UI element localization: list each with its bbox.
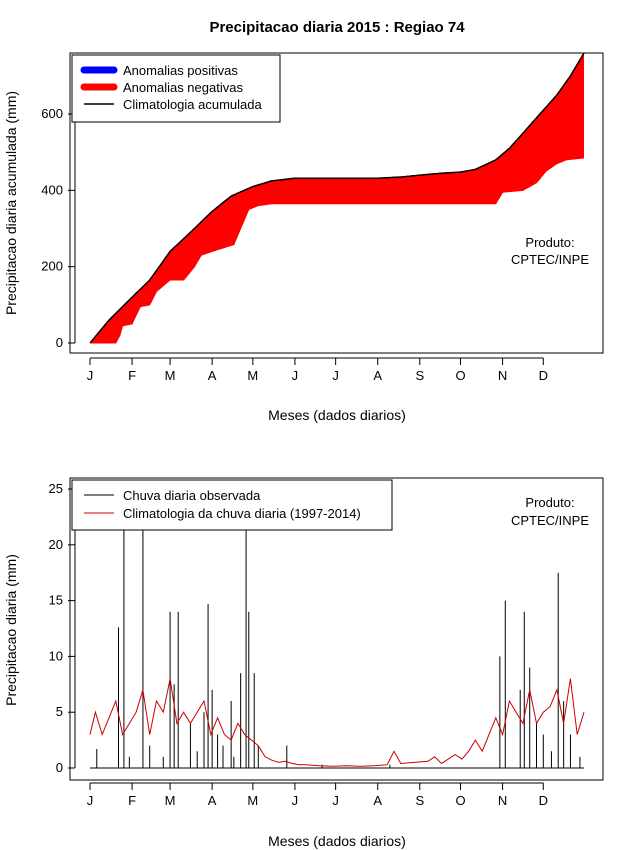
daily-x-tick-label: M xyxy=(247,793,258,808)
daily-x-tick-label: A xyxy=(373,793,382,808)
cumulative-x-tick-label: M xyxy=(165,368,176,383)
figure-title: Precipitacao diaria 2015 : Regiao 74 xyxy=(209,19,465,36)
daily-legend: Chuva diaria observada Climatologia da c… xyxy=(71,479,393,531)
daily-x-tick-label: O xyxy=(455,793,465,808)
cumulative-x-tick-label: A xyxy=(208,368,217,383)
daily-y-tick-label: 25 xyxy=(49,481,63,496)
cumulative-x-label: Meses (dados diarios) xyxy=(268,407,406,423)
daily-product-label: Produto: xyxy=(525,495,574,510)
daily-y-tick-label: 10 xyxy=(49,648,63,663)
cumulative-x-tick-label: O xyxy=(455,368,465,383)
cumulative-chart: J F M A M J J A S O N D 0 200 400 600 Meses (dados diar… xyxy=(3,52,604,423)
cumulative-x-tick-label: F xyxy=(128,368,136,383)
daily-x-tick-label: F xyxy=(128,793,136,808)
daily-y-tick-label: 5 xyxy=(56,704,63,719)
daily-y-tick-label: 20 xyxy=(49,537,63,552)
legend-positive-label: Anomalias positivas xyxy=(123,63,238,78)
cumulative-y-tick-label: 600 xyxy=(41,106,63,121)
legend-climatology-label: Climatologia acumulada xyxy=(123,97,263,112)
legend-climatology-daily-label: Climatologia da chuva diaria (1997-2014) xyxy=(123,506,361,521)
cumulative-legend: Anomalias positivas Anomalias negativas … xyxy=(71,54,281,123)
cumulative-product-source: CPTEC/INPE xyxy=(511,252,589,267)
negative-anomaly-area xyxy=(90,53,584,343)
cumulative-x-tick-label: A xyxy=(373,368,382,383)
daily-x-tick-label: D xyxy=(539,793,548,808)
daily-x-label: Meses (dados diarios) xyxy=(268,833,406,849)
cumulative-y-tick-label: 200 xyxy=(41,259,63,274)
observed-cumulative-line xyxy=(90,157,585,344)
daily-x-tick-label: J xyxy=(87,793,94,808)
daily-plot-frame xyxy=(69,477,604,781)
daily-x-tick-label: N xyxy=(498,793,507,808)
legend-observed-label: Chuva diaria observada xyxy=(123,488,261,503)
cumulative-product-label: Produto: xyxy=(525,235,574,250)
daily-chart: J F M A M J J A S O N D 0 5 10 15 20 25 Meses (dados diar… xyxy=(3,477,604,849)
daily-product-source: CPTEC/INPE xyxy=(511,513,589,528)
cumulative-x-tick-label: J xyxy=(292,368,299,383)
daily-y-tick-label: 0 xyxy=(56,760,63,775)
daily-x-tick-label: J xyxy=(332,793,339,808)
daily-x-tick-label: A xyxy=(208,793,217,808)
daily-x-tick-label: J xyxy=(292,793,299,808)
climatology-daily-line xyxy=(89,678,585,767)
cumulative-x-tick-label: J xyxy=(332,368,339,383)
cumulative-plot-frame xyxy=(69,52,604,354)
daily-y-label: Precipitacao diaria (mm) xyxy=(3,554,19,706)
cumulative-y-tick-label: 400 xyxy=(41,182,63,197)
cumulative-x-tick-label: M xyxy=(247,368,258,383)
cumulative-x-tick-label: S xyxy=(415,368,424,383)
daily-y-tick-label: 15 xyxy=(49,593,63,608)
cumulative-x-tick-label: N xyxy=(498,368,507,383)
cumulative-y-label: Precipitacao diaria acumulada (mm) xyxy=(3,91,19,315)
cumulative-x-tick-label: D xyxy=(539,368,548,383)
daily-x-tick-label: M xyxy=(165,793,176,808)
cumulative-y-tick-label: 0 xyxy=(56,335,63,350)
legend-negative-label: Anomalias negativas xyxy=(123,80,243,95)
climatology-cumulative-line xyxy=(89,52,585,344)
cumulative-x-tick-label: J xyxy=(87,368,94,383)
daily-x-tick-label: S xyxy=(415,793,424,808)
